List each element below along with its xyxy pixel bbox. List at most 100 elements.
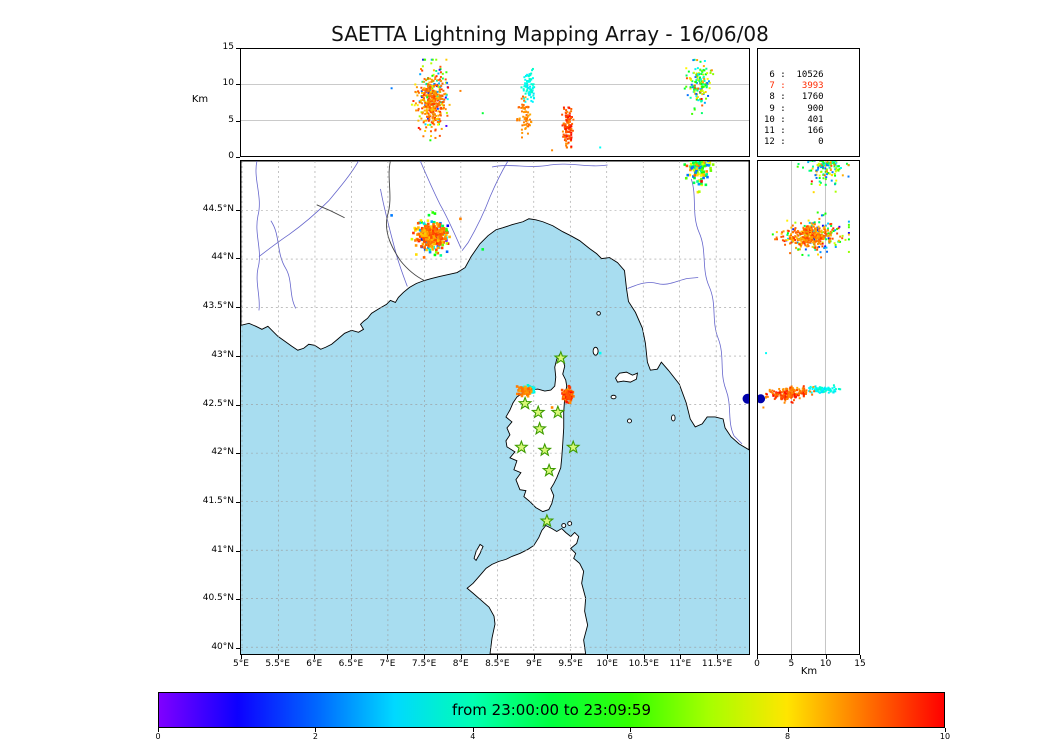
tick-label: 43°N — [211, 349, 234, 360]
legend-row: 12 : 0 — [764, 137, 824, 148]
tick-mark — [607, 655, 609, 659]
tick-label: 40.5°N — [202, 593, 234, 604]
geographic-map — [241, 161, 749, 654]
legend-row: 9 : 900 — [764, 103, 824, 114]
tick-mark — [314, 655, 316, 659]
top-panel-gridlines — [241, 84, 749, 121]
lightning-sources-altitude-longitude — [390, 58, 715, 152]
tick-label: 8°E — [452, 659, 469, 669]
map-panel — [240, 160, 750, 655]
altitude-longitude-plot — [241, 58, 749, 152]
lma-station-star — [530, 404, 546, 419]
tick-label: 8.5°E — [485, 659, 510, 669]
tick-label: 6.5°E — [338, 659, 364, 669]
figure-title: SAETTA Lightning Mapping Array - 16/06/0… — [331, 22, 769, 46]
tick-label: 5.5°E — [265, 659, 290, 669]
tick-label: 11.5°E — [701, 659, 733, 669]
giglio-island — [671, 414, 676, 422]
tick-label: 41°N — [211, 544, 234, 555]
tick-mark — [277, 655, 279, 659]
river — [627, 277, 699, 289]
capraia-island — [592, 346, 599, 356]
tick-mark — [236, 157, 240, 158]
lightning-sources-altitude-latitude — [758, 161, 850, 409]
river — [690, 178, 743, 445]
tick-label: 0 — [155, 732, 161, 741]
legend-row: 11 : 166 — [764, 126, 824, 137]
tick-mark — [787, 728, 789, 732]
lma-station-star — [539, 513, 555, 528]
tick-mark — [945, 728, 946, 732]
tick-label: 15 — [222, 42, 234, 52]
tick-mark — [460, 655, 462, 659]
pianosa-island — [610, 394, 617, 400]
time-colorbar: from 23:00:00 to 23:09:59 — [158, 692, 945, 728]
lma-station-stars — [514, 350, 581, 528]
tick-label: 40°N — [211, 642, 234, 653]
tick-label: 10 — [222, 78, 234, 89]
lightning-sources-map — [390, 161, 715, 409]
tick-label: 7°E — [379, 659, 396, 669]
altitude-longitude-panel — [240, 48, 750, 157]
altitude-latitude-panel — [757, 160, 860, 655]
elba-island — [614, 371, 639, 383]
border-line — [386, 161, 425, 281]
tick-label: 5 — [228, 114, 234, 125]
tick-label: 0 — [754, 659, 760, 669]
lma-station-star — [537, 442, 553, 457]
tick-label: 44.5°N — [202, 203, 234, 214]
tick-label: 8 — [785, 732, 791, 741]
tick-mark — [630, 728, 632, 732]
lma-station-star — [517, 395, 533, 410]
maddalena-island — [567, 521, 573, 526]
altitude-axis-label: Km — [191, 94, 209, 105]
tick-label: 42°N — [211, 447, 234, 458]
tick-mark — [241, 655, 243, 659]
legend-rows: 6 : 10526 7 : 3993 8 : 1760 9 : 900 10 : … — [764, 70, 859, 148]
montecristo-island — [627, 418, 632, 424]
tick-mark — [424, 655, 426, 659]
continental-coastline — [241, 161, 749, 451]
lma-station-star — [550, 404, 566, 419]
tick-label: 9.5°E — [558, 659, 583, 669]
asinara-island — [473, 543, 484, 562]
legend-row: 7 : 3993 — [764, 81, 824, 92]
lma-station-star — [514, 439, 529, 454]
lma-station-star — [565, 439, 581, 454]
legend-row: 10 : 401 — [764, 114, 824, 125]
tick-label: 5°E — [233, 659, 249, 669]
tick-mark — [717, 655, 719, 659]
tick-label: 15 — [854, 659, 866, 669]
tick-label: 0 — [228, 151, 234, 161]
lma-station-star — [532, 421, 547, 436]
tick-label: 44°N — [211, 252, 234, 263]
station-count-legend: 6 : 10526 7 : 3993 8 : 1760 9 : 900 10 : … — [757, 48, 860, 157]
border-line — [316, 204, 345, 219]
tick-label: 9°E — [525, 659, 542, 669]
legend-row: 8 : 1760 — [764, 92, 824, 103]
altitude-axis-label-right: Km — [800, 666, 818, 677]
tick-mark — [387, 655, 389, 659]
river — [255, 161, 260, 311]
offshore-blue-marker — [742, 393, 749, 404]
tick-mark — [860, 655, 861, 659]
legend-row: 6 : 10526 — [764, 70, 824, 80]
tick-label: 6 — [627, 732, 633, 741]
colorbar-label: from 23:00:00 to 23:09:59 — [451, 701, 651, 719]
tick-mark — [315, 728, 317, 732]
lma-station-star — [553, 350, 569, 365]
tick-label: 10°E — [596, 659, 618, 669]
lma-station-star — [541, 462, 557, 477]
river — [461, 161, 509, 251]
tick-label: 10.5°E — [628, 659, 659, 669]
tick-mark — [791, 655, 793, 659]
tick-label: 43.5°N — [202, 301, 234, 312]
river — [491, 163, 608, 168]
tick-mark — [825, 655, 827, 659]
river — [258, 161, 359, 257]
river — [270, 220, 297, 309]
tick-label: 41.5°N — [202, 496, 234, 507]
sardinia — [466, 524, 589, 654]
tick-label: 2 — [312, 732, 318, 741]
